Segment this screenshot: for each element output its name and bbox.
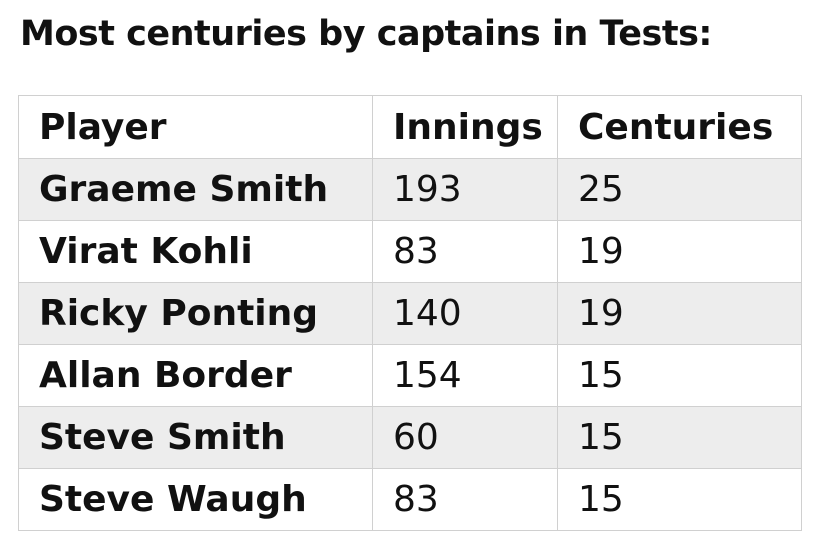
table-body: Graeme Smith 193 25 Virat Kohli 83 19 Ricky Po… [18,158,802,531]
table-header: Player Innings Centuries [18,95,802,159]
number-cell: 140 [372,282,558,345]
number-cell: 193 [372,158,558,221]
player-cell: Steve Smith [18,406,373,469]
header-cell: Player [18,95,373,159]
number-cell: 83 [372,220,558,283]
player-cell: Graeme Smith [18,158,373,221]
number-cell: 15 [557,406,802,469]
table-row: Allan Border 154 15 [18,344,802,407]
player-cell: Virat Kohli [18,220,373,283]
number-cell: 19 [557,282,802,345]
player-cell: Steve Waugh [18,468,373,531]
table-row: Steve Waugh 83 15 [18,468,802,531]
number-cell: 25 [557,158,802,221]
number-cell: 15 [557,344,802,407]
player-cell: Allan Border [18,344,373,407]
table-row: Ricky Ponting 140 19 [18,282,802,345]
table-row: Graeme Smith 193 25 [18,158,802,221]
centuries-table: Player Innings Centuries Graeme Smith 193 25… [18,95,802,531]
header-cell: Innings [372,95,558,159]
table-row: Steve Smith 60 15 [18,406,802,469]
number-cell: 154 [372,344,558,407]
header-cell: Centuries [557,95,802,159]
number-cell: 60 [372,406,558,469]
table-row: Virat Kohli 83 19 [18,220,802,283]
number-cell: 83 [372,468,558,531]
player-cell: Ricky Ponting [18,282,373,345]
number-cell: 15 [557,468,802,531]
title: Most centuries by captains in Tests: [20,14,712,54]
header-row: Player Innings Centuries [18,95,802,159]
number-cell: 19 [557,220,802,283]
